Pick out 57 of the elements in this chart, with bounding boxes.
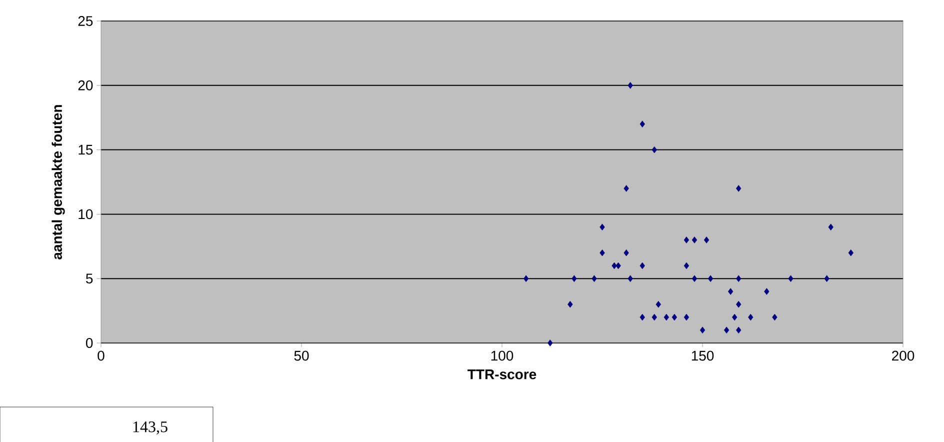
y-tick-label: 15 xyxy=(78,144,93,155)
point xyxy=(628,82,633,89)
y-tick-label: 5 xyxy=(86,274,93,284)
point xyxy=(736,326,742,334)
point xyxy=(764,288,770,295)
point xyxy=(656,300,661,308)
x-tick-label: 200 xyxy=(892,350,914,361)
point xyxy=(664,314,670,321)
point xyxy=(848,249,854,256)
x-tick-label: 150 xyxy=(692,350,714,361)
point xyxy=(684,314,690,321)
point xyxy=(700,326,706,334)
x-tick-label: 50 xyxy=(294,350,309,361)
point xyxy=(624,249,629,256)
point xyxy=(548,340,553,346)
y-tick-label: 25 xyxy=(78,16,93,26)
point xyxy=(748,314,754,321)
point xyxy=(736,185,742,192)
point xyxy=(728,288,734,295)
point xyxy=(672,314,678,321)
point xyxy=(732,314,738,321)
y-tick-label: 0 xyxy=(86,338,93,348)
text: 143,5 xyxy=(133,421,168,435)
point xyxy=(692,275,698,282)
point xyxy=(652,314,657,321)
point xyxy=(724,326,730,334)
point xyxy=(616,262,621,270)
x-axis-title: TTR-score xyxy=(468,370,536,380)
point xyxy=(628,275,633,282)
point xyxy=(572,275,577,282)
point xyxy=(684,236,690,244)
point xyxy=(592,275,597,282)
point xyxy=(600,224,605,230)
point xyxy=(640,262,645,270)
x-tick-label: 0 xyxy=(98,350,104,361)
point xyxy=(640,314,645,321)
point xyxy=(624,185,629,192)
point xyxy=(828,224,834,230)
point xyxy=(612,262,617,270)
y-tick-label: 20 xyxy=(78,80,93,90)
point xyxy=(640,120,645,128)
point xyxy=(704,236,710,244)
y-axis-title: aantal gemaakte fouten xyxy=(52,105,65,260)
point xyxy=(523,275,529,282)
point xyxy=(824,275,830,282)
point xyxy=(772,314,778,321)
point xyxy=(652,146,657,154)
point xyxy=(708,275,714,282)
point xyxy=(736,275,742,282)
point xyxy=(568,300,573,308)
point xyxy=(684,262,690,270)
x-tick-label: 100 xyxy=(491,350,514,361)
point xyxy=(600,249,605,256)
point xyxy=(692,236,698,244)
y-tick-label: 10 xyxy=(78,209,93,220)
point xyxy=(788,275,794,282)
point xyxy=(736,300,742,308)
